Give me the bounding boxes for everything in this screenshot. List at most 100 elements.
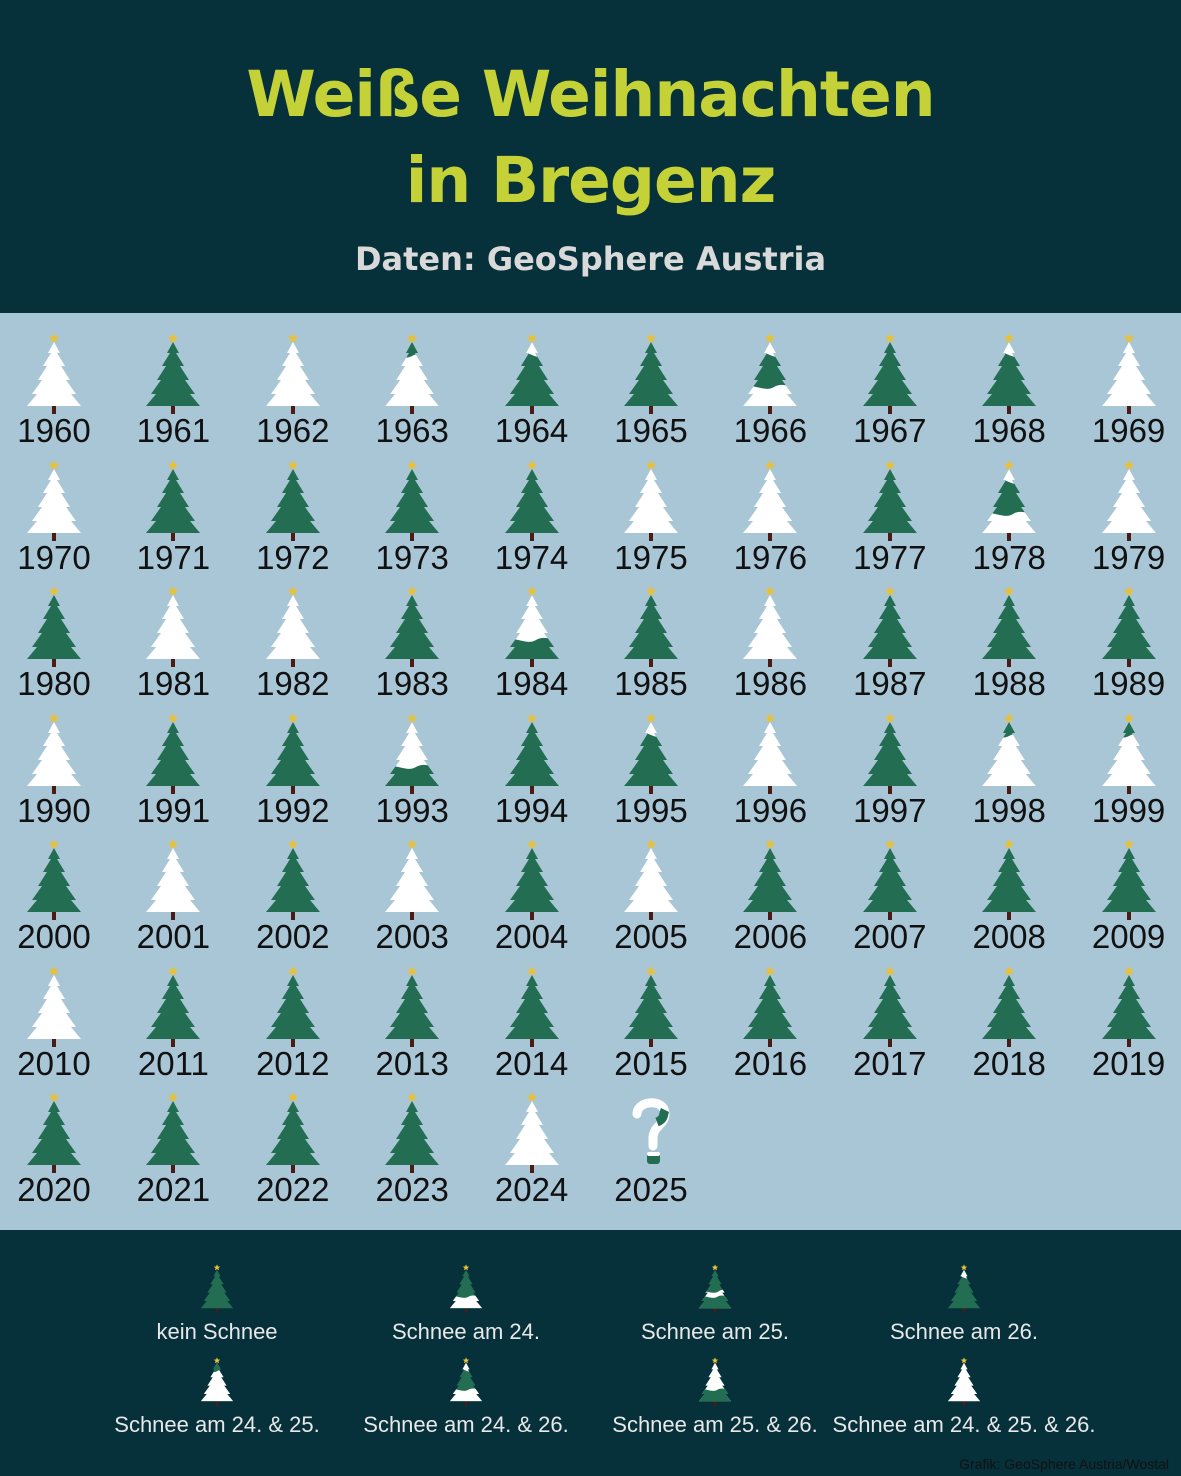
year-label: 1988 — [972, 665, 1046, 702]
tree-trunk — [1126, 911, 1131, 920]
tree-body — [146, 342, 201, 406]
tree-trunk — [962, 1307, 966, 1313]
tree-trunk — [52, 531, 56, 541]
tree-trunk — [464, 1307, 468, 1313]
tree-star — [287, 712, 299, 723]
tree-body — [265, 595, 320, 659]
tree-trunk — [410, 784, 415, 794]
year-label: 1999 — [1091, 791, 1166, 829]
tree-trunk — [713, 1307, 717, 1313]
tree-icon — [982, 459, 1037, 541]
year-cell: 1968 — [954, 319, 1064, 449]
tree-trunk — [1007, 1037, 1012, 1047]
tree-body — [146, 848, 201, 912]
tree-body — [504, 342, 559, 406]
year-cell: 2024 — [477, 1078, 587, 1208]
year-cell: 1985 — [596, 572, 706, 702]
snow-base — [982, 511, 1037, 533]
tree-body — [862, 468, 917, 533]
year-label: 1994 — [494, 791, 569, 829]
credit: Grafik: GeoSphere Austria/Wostal — [959, 1456, 1169, 1472]
year-cell: 1973 — [357, 446, 467, 576]
tree-icon — [982, 586, 1037, 667]
tree-star — [287, 839, 299, 849]
legend-tree-icon — [449, 1357, 483, 1406]
tree-icon — [146, 839, 201, 920]
year-cell: 1995 — [596, 699, 706, 829]
year-label: 1974 — [494, 538, 569, 576]
tree-icon — [504, 712, 559, 794]
tree-icon — [265, 333, 320, 414]
tree-trunk — [649, 1037, 653, 1047]
tree-trunk — [171, 658, 176, 667]
year-cell: 1963 — [357, 319, 467, 449]
tree-star — [406, 459, 418, 470]
year-cell: 1990 — [0, 699, 109, 829]
tree-body — [624, 468, 678, 533]
tree-body — [265, 721, 320, 786]
year-label: 2025 — [614, 1171, 688, 1208]
tree-star — [711, 1264, 719, 1271]
year-cell: 2013 — [357, 952, 467, 1082]
tree-trunk — [464, 1400, 468, 1406]
tree-trunk — [529, 784, 534, 794]
tree-trunk — [1007, 405, 1012, 414]
tree-trunk — [171, 405, 176, 414]
tree-trunk — [171, 531, 176, 541]
tree-star — [287, 965, 299, 976]
tree-star — [764, 965, 776, 976]
year-label: 1996 — [733, 791, 808, 829]
tree-icon — [265, 839, 320, 920]
tree-star — [48, 839, 60, 849]
tree-body — [146, 468, 201, 533]
year-cell: 1969 — [1074, 319, 1181, 449]
tree-star — [645, 712, 657, 723]
tree-body — [504, 721, 559, 786]
tree-icon — [862, 712, 917, 794]
tree-trunk — [649, 531, 653, 541]
tree-star — [406, 333, 418, 343]
tree-trunk — [887, 784, 892, 794]
tree-body — [624, 848, 678, 912]
tree-trunk — [410, 531, 415, 541]
tree-star — [1003, 586, 1015, 596]
year-label: 1971 — [136, 538, 211, 576]
tree-icon — [504, 586, 559, 667]
year-label: 1969 — [1091, 412, 1166, 449]
tree-star — [48, 965, 60, 976]
tree-icon — [504, 333, 559, 414]
tree-icon — [504, 839, 559, 920]
legend-tree-icon — [698, 1357, 732, 1406]
tree-body — [27, 468, 81, 533]
tree-icon — [504, 459, 559, 541]
year-label: 1970 — [17, 538, 91, 576]
tree-trunk — [887, 531, 892, 541]
tree-body — [982, 848, 1037, 912]
legend-label: Schnee am 26. — [890, 1319, 1038, 1344]
year-cell: 2018 — [954, 952, 1064, 1082]
year-cell: 1984 — [477, 572, 587, 702]
year-label: 2021 — [136, 1171, 211, 1208]
year-label: 1961 — [136, 412, 211, 449]
tree-body — [146, 595, 201, 659]
year-cell: 2015 — [596, 952, 706, 1082]
year-cell: 1961 — [118, 319, 228, 449]
tree-body — [27, 848, 81, 912]
tree-body — [1101, 468, 1156, 533]
year-label: 1965 — [614, 412, 688, 449]
year-cell: 2007 — [835, 825, 945, 955]
year-cell: 2014 — [477, 952, 587, 1082]
legend-item: Schnee am 25. — [585, 1264, 845, 1354]
year-label: 2004 — [494, 918, 569, 955]
tree-trunk — [887, 911, 892, 920]
year-cell: 1965 — [596, 319, 706, 449]
tree-star — [1123, 586, 1134, 596]
year-label: 2012 — [256, 1044, 330, 1082]
tree-icon — [862, 965, 917, 1047]
year-label: 1997 — [853, 791, 927, 829]
year-cell: 1960 — [0, 319, 109, 449]
tree-icon — [624, 965, 678, 1047]
tree-body — [862, 721, 917, 786]
legend-tree-icon — [449, 1264, 483, 1313]
tree-star — [764, 586, 776, 596]
